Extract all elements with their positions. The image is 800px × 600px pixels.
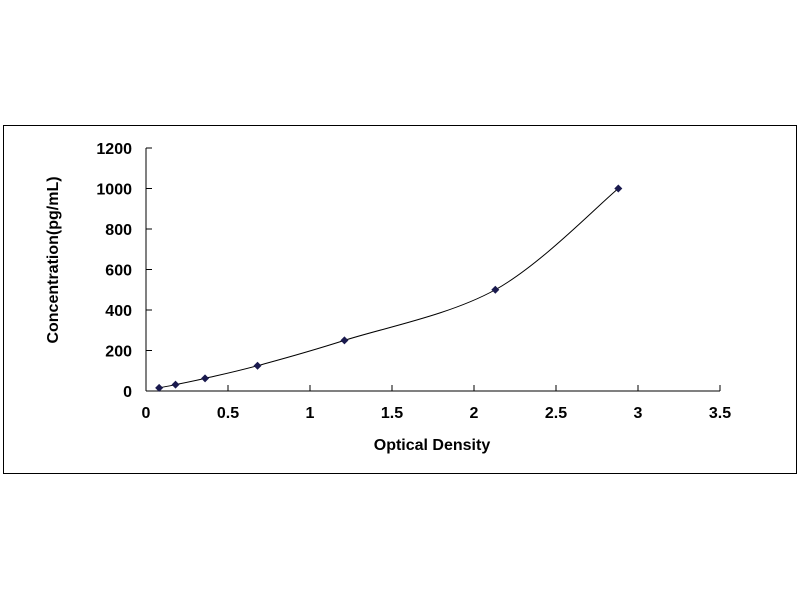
data-point xyxy=(201,374,210,383)
data-point xyxy=(491,285,500,294)
x-tick-label: 0 xyxy=(142,405,151,422)
y-tick-label: 200 xyxy=(105,344,132,361)
y-axis-label: Concentration(pg/mL) xyxy=(45,176,62,343)
y-tick-label: 0 xyxy=(123,384,132,401)
x-tick-label: 1.5 xyxy=(381,405,403,422)
x-tick-label: 0.5 xyxy=(217,405,239,422)
y-tick-label: 800 xyxy=(105,222,132,239)
y-tick-label: 600 xyxy=(105,263,132,280)
chart-frame xyxy=(3,125,797,474)
y-tick-label: 1200 xyxy=(96,141,132,158)
data-point xyxy=(171,380,180,389)
y-tick-label: 400 xyxy=(105,303,132,320)
x-tick-label: 1 xyxy=(306,405,315,422)
y-tick-label: 1000 xyxy=(96,182,132,199)
data-point xyxy=(253,361,262,370)
x-tick-label: 2 xyxy=(470,405,479,422)
data-point xyxy=(155,383,164,392)
data-point xyxy=(340,336,349,345)
x-tick-label: 3.5 xyxy=(709,405,731,422)
x-axis-label: Optical Density xyxy=(374,437,491,454)
data-point xyxy=(614,184,623,193)
x-tick-label: 3 xyxy=(634,405,643,422)
x-tick-label: 2.5 xyxy=(545,405,567,422)
